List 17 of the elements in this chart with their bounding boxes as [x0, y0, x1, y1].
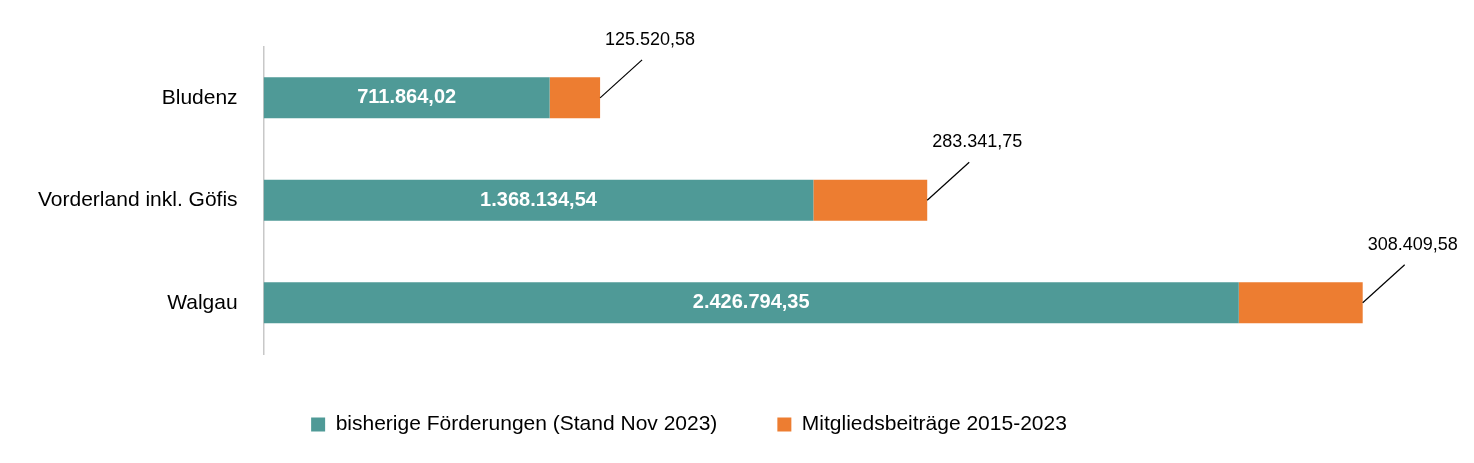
data-label: 308.409,58 [1367, 233, 1458, 254]
bar [263, 179, 814, 221]
data-label: 711.864,02 [357, 85, 457, 108]
data-label: 2.426.794,35 [692, 290, 810, 313]
y-tick-label: Bludenz [161, 84, 238, 108]
legend-label: Mitgliedsbeiträge 2015-2023 [801, 411, 1067, 435]
y-tick-label: Vorderland inkl. Göfis [37, 187, 238, 211]
bar [549, 77, 601, 119]
data-label: 125.520,58 [605, 28, 696, 49]
y-tick-label: Walgau [167, 289, 238, 313]
bar [1238, 282, 1363, 324]
legend-label: bisherige Förderungen (Stand Nov 2023) [335, 411, 718, 435]
bar [263, 282, 1239, 324]
data-label: 1.368.134,54 [480, 187, 598, 210]
data-label: 283.341,75 [932, 131, 1023, 152]
bar [813, 179, 928, 221]
bar [263, 77, 550, 119]
